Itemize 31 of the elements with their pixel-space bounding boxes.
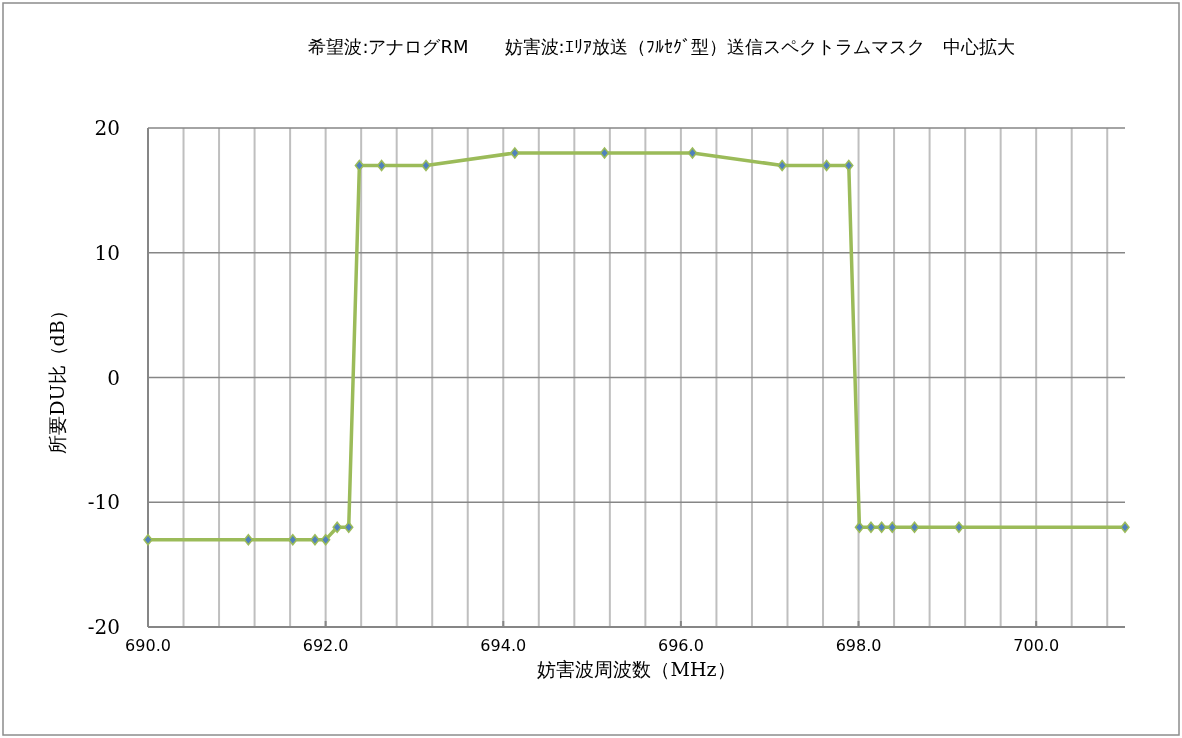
y-tick-label: -10 (87, 490, 120, 515)
point (243, 533, 254, 546)
y-tick-label: -20 (87, 615, 120, 639)
point (310, 533, 320, 546)
point (687, 147, 698, 159)
x-tick-label: 694.0 (480, 636, 527, 655)
point (909, 521, 920, 533)
point (954, 521, 964, 533)
point (332, 521, 342, 533)
point (288, 533, 298, 546)
x-tick-label: 696.0 (658, 636, 704, 655)
point (599, 147, 610, 159)
y-axis-title: 所要DU比（dB） (46, 301, 68, 454)
y-tick-label: 0 (107, 365, 120, 390)
point (876, 521, 887, 533)
point (421, 159, 431, 172)
y-tick-label: 20 (94, 116, 120, 140)
x-tick-label: 698.0 (835, 636, 882, 655)
point (844, 159, 854, 172)
point (143, 533, 153, 546)
x-axis-title: 妨害波周波数（MHz） (537, 658, 736, 680)
point (510, 147, 520, 159)
point (777, 159, 787, 172)
x-tick-label: 700.0 (1013, 636, 1060, 655)
point (866, 521, 876, 533)
point (1120, 521, 1130, 533)
x-tick-label: 690.0 (125, 636, 171, 655)
y-tick-label: 10 (94, 240, 120, 265)
point (320, 533, 331, 546)
x-tick-label: 692.0 (302, 636, 349, 655)
chart-title: 希望波:アナログRM 妨害波:ｴﾘｱ放送（ﾌﾙｾｸﾞ型）送信スペクトラムマスク 中心拡大 (308, 36, 1015, 57)
